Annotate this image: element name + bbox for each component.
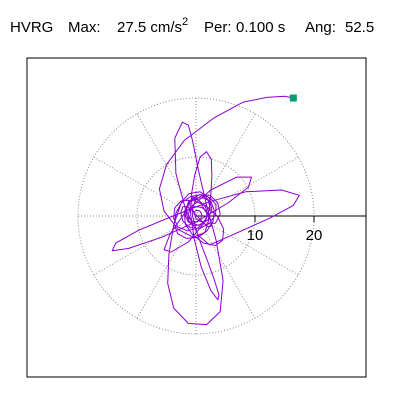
max-value-number: 27.5 cm/s: [117, 19, 183, 36]
axes: 10 20: [196, 215, 366, 244]
ang-value: 52.5: [345, 19, 375, 36]
station-code: HVRG: [10, 19, 54, 36]
x-tick-label-1: 10: [247, 227, 264, 244]
grid-spoke-60: [195, 113, 256, 217]
max-exponent: 2: [182, 16, 189, 28]
ang-label: Ang:: [305, 19, 336, 36]
orbit-trace: [111, 95, 300, 326]
plot-frame: [26, 57, 367, 378]
grid-spoke-210: [93, 215, 197, 276]
x-tick-label-2: 20: [306, 227, 323, 244]
max-value: 27.5 cm/s2: [117, 16, 189, 38]
per-value: 0.100 s: [236, 19, 286, 36]
grid-spoke-150: [93, 156, 197, 217]
marker-layer: [289, 94, 297, 102]
per-label: Per:: [204, 19, 232, 36]
trace-layer: [111, 95, 300, 326]
max-label: Max:: [68, 19, 101, 36]
chart-header: HVRG Max: 27.5 cm/s2 Per: 0.100 s Ang: 5…: [0, 0, 400, 46]
start-marker: [289, 94, 297, 102]
